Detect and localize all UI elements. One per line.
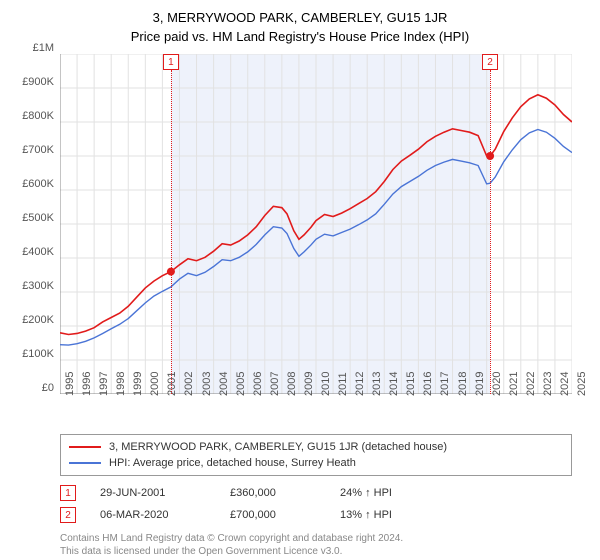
x-tick-label: 2008 xyxy=(286,372,298,396)
x-tick-label: 2001 xyxy=(166,372,178,396)
x-tick-label: 2007 xyxy=(269,372,281,396)
legend-label: 3, MERRYWOOD PARK, CAMBERLEY, GU15 1JR (… xyxy=(109,441,447,453)
sale-marker-vline xyxy=(171,70,172,394)
legend-item: HPI: Average price, detached house, Surr… xyxy=(69,455,563,471)
sale-marker-badge: 2 xyxy=(482,54,498,70)
y-axis: £0£100K£200K£300K£400K£500K£600K£700K£80… xyxy=(12,54,60,394)
x-tick-label: 2011 xyxy=(337,372,349,396)
x-tick-label: 2021 xyxy=(508,372,520,396)
footnote-line1: Contains HM Land Registry data © Crown c… xyxy=(60,532,588,545)
event-price: £700,000 xyxy=(230,509,340,521)
x-tick-label: 2002 xyxy=(183,372,195,396)
x-tick-label: 2014 xyxy=(388,372,400,396)
legend: 3, MERRYWOOD PARK, CAMBERLEY, GU15 1JR (… xyxy=(60,434,572,476)
footnote: Contains HM Land Registry data © Crown c… xyxy=(60,532,588,558)
legend-item: 3, MERRYWOOD PARK, CAMBERLEY, GU15 1JR (… xyxy=(69,439,563,455)
x-tick-label: 1995 xyxy=(64,372,76,396)
event-date: 29-JUN-2001 xyxy=(100,487,230,499)
x-tick-label: 2017 xyxy=(439,372,451,396)
x-tick-label: 2009 xyxy=(303,372,315,396)
x-tick-label: 1996 xyxy=(81,372,93,396)
sale-marker-vline xyxy=(490,70,491,394)
x-tick-label: 2020 xyxy=(491,372,503,396)
sale-marker-badge: 1 xyxy=(163,54,179,70)
x-tick-label: 2023 xyxy=(542,372,554,396)
event-price: £360,000 xyxy=(230,487,340,499)
legend-swatch xyxy=(69,446,101,448)
event-delta: 13% ↑ HPI xyxy=(340,509,392,521)
x-tick-label: 1998 xyxy=(115,372,127,396)
x-tick-label: 1997 xyxy=(98,372,110,396)
x-tick-label: 2013 xyxy=(371,372,383,396)
legend-label: HPI: Average price, detached house, Surr… xyxy=(109,457,356,469)
x-tick-label: 2019 xyxy=(474,372,486,396)
x-tick-label: 2016 xyxy=(422,372,434,396)
event-date: 06-MAR-2020 xyxy=(100,509,230,521)
x-tick-label: 1999 xyxy=(132,372,144,396)
plot-region: 12 xyxy=(60,54,572,394)
chart-area: £0£100K£200K£300K£400K£500K£600K£700K£80… xyxy=(12,54,588,394)
x-axis: 1995199619971998199920002001200220032004… xyxy=(60,394,572,428)
sales-events: 1 29-JUN-2001£360,00024% ↑ HPI 2 06-MAR-202… xyxy=(60,482,572,526)
event-badge: 2 xyxy=(60,507,76,523)
event-row: 2 06-MAR-2020£700,00013% ↑ HPI xyxy=(60,504,572,526)
x-tick-label: 2012 xyxy=(354,372,366,396)
legend-swatch xyxy=(69,462,101,464)
x-tick-label: 2003 xyxy=(201,372,213,396)
x-tick-label: 2025 xyxy=(576,372,588,396)
x-tick-label: 2005 xyxy=(235,372,247,396)
x-tick-label: 2018 xyxy=(457,372,469,396)
x-tick-label: 2006 xyxy=(252,372,264,396)
event-delta: 24% ↑ HPI xyxy=(340,487,392,499)
x-tick-label: 2000 xyxy=(149,372,161,396)
x-tick-label: 2004 xyxy=(218,372,230,396)
footnote-line2: This data is licensed under the Open Gov… xyxy=(60,545,588,558)
x-tick-label: 2022 xyxy=(525,372,537,396)
chart-title: 3, MERRYWOOD PARK, CAMBERLEY, GU15 1JR xyxy=(12,10,588,25)
event-row: 1 29-JUN-2001£360,00024% ↑ HPI xyxy=(60,482,572,504)
event-badge: 1 xyxy=(60,485,76,501)
chart-subtitle: Price paid vs. HM Land Registry's House … xyxy=(12,29,588,44)
x-tick-label: 2015 xyxy=(405,372,417,396)
x-tick-label: 2010 xyxy=(320,372,332,396)
x-tick-label: 2024 xyxy=(559,372,571,396)
